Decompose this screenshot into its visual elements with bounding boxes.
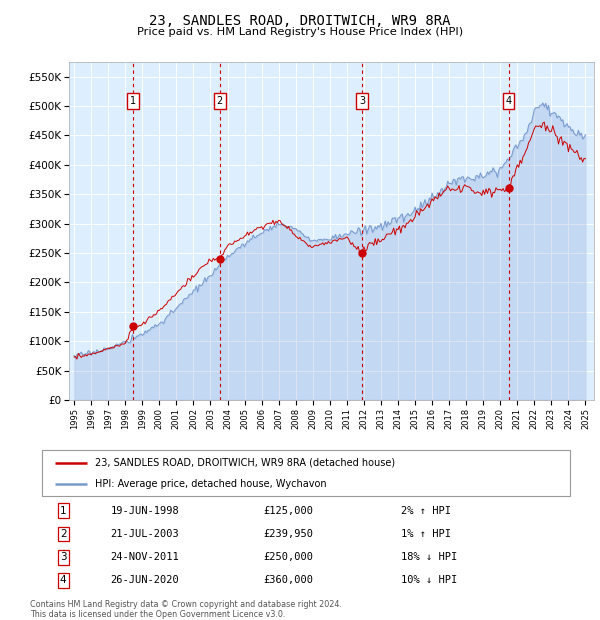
- Text: 3: 3: [359, 96, 365, 106]
- Text: £125,000: £125,000: [264, 506, 314, 516]
- Text: 19-JUN-1998: 19-JUN-1998: [110, 506, 179, 516]
- Text: 24-NOV-2011: 24-NOV-2011: [110, 552, 179, 562]
- Text: Price paid vs. HM Land Registry's House Price Index (HPI): Price paid vs. HM Land Registry's House …: [137, 27, 463, 37]
- FancyBboxPatch shape: [42, 450, 570, 496]
- Text: Contains HM Land Registry data © Crown copyright and database right 2024.: Contains HM Land Registry data © Crown c…: [30, 600, 342, 609]
- Text: 21-JUL-2003: 21-JUL-2003: [110, 529, 179, 539]
- Text: 1: 1: [60, 506, 67, 516]
- Text: 26-JUN-2020: 26-JUN-2020: [110, 575, 179, 585]
- Text: 2: 2: [60, 529, 67, 539]
- Text: 2: 2: [217, 96, 223, 106]
- Text: 4: 4: [60, 575, 67, 585]
- Text: £250,000: £250,000: [264, 552, 314, 562]
- Text: 10% ↓ HPI: 10% ↓ HPI: [401, 575, 457, 585]
- Text: £360,000: £360,000: [264, 575, 314, 585]
- Text: 1: 1: [130, 96, 136, 106]
- Text: 4: 4: [506, 96, 512, 106]
- Text: 2% ↑ HPI: 2% ↑ HPI: [401, 506, 451, 516]
- Text: £239,950: £239,950: [264, 529, 314, 539]
- Text: HPI: Average price, detached house, Wychavon: HPI: Average price, detached house, Wych…: [95, 479, 326, 489]
- Text: 18% ↓ HPI: 18% ↓ HPI: [401, 552, 457, 562]
- Text: 23, SANDLES ROAD, DROITWICH, WR9 8RA (detached house): 23, SANDLES ROAD, DROITWICH, WR9 8RA (de…: [95, 458, 395, 467]
- Text: 3: 3: [60, 552, 67, 562]
- Text: This data is licensed under the Open Government Licence v3.0.: This data is licensed under the Open Gov…: [30, 610, 286, 619]
- Text: 1% ↑ HPI: 1% ↑ HPI: [401, 529, 451, 539]
- Text: 23, SANDLES ROAD, DROITWICH, WR9 8RA: 23, SANDLES ROAD, DROITWICH, WR9 8RA: [149, 14, 451, 28]
